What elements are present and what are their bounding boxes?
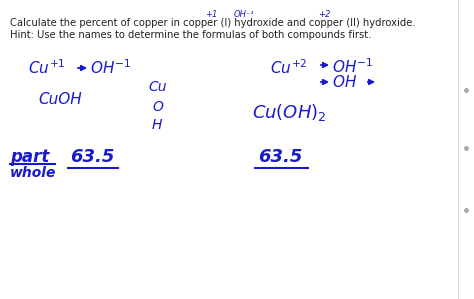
Text: 63.5: 63.5 [70,148,114,166]
Text: Cu: Cu [148,80,166,94]
Text: H: H [152,118,163,132]
Text: +1: +1 [205,10,218,19]
Text: $Cu(OH)_2$: $Cu(OH)_2$ [252,102,327,123]
Text: +2: +2 [318,10,330,19]
Text: $Cu^{+1}$: $Cu^{+1}$ [28,58,66,77]
Text: $OH$: $OH$ [332,74,357,90]
Text: $OH^{-1}$: $OH^{-1}$ [332,57,374,76]
Text: $OH^{-1}$: $OH^{-1}$ [90,58,131,77]
Text: 63.5: 63.5 [258,148,302,166]
Text: $Cu^{+2}$: $Cu^{+2}$ [270,58,308,77]
Text: Calculate the percent of copper in copper (I) hydroxide and copper (II) hydroxid: Calculate the percent of copper in coppe… [10,18,416,28]
Text: Hint: Use the names to determine the formulas of both compounds first.: Hint: Use the names to determine the for… [10,30,371,40]
Text: O: O [152,100,163,114]
Text: whole: whole [10,166,56,180]
Text: part: part [10,148,49,166]
Text: OH⁻¹: OH⁻¹ [234,10,255,19]
Text: CuOH: CuOH [38,92,82,107]
